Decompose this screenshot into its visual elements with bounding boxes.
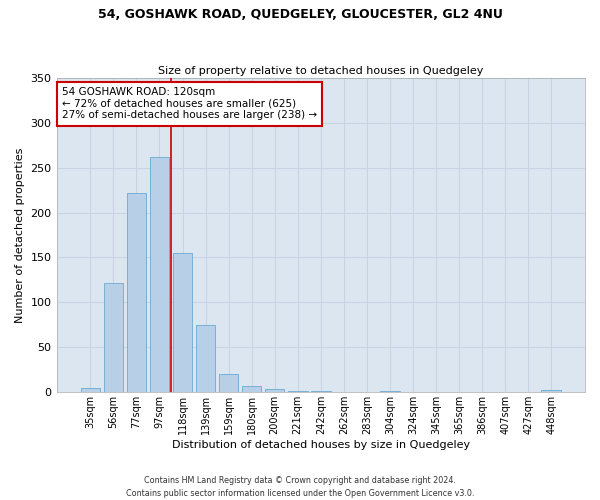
Bar [265,388,284,392]
Text: 54 GOSHAWK ROAD: 120sqm
← 72% of detached houses are smaller (625)
27% of semi-d: 54 GOSHAWK ROAD: 120sqm ← 72% of detache… [62,87,317,120]
Bar [541,390,561,392]
Y-axis label: Number of detached properties: Number of detached properties [15,148,25,322]
Bar [219,374,238,392]
Bar [173,253,193,392]
Bar [242,386,262,392]
Text: 54, GOSHAWK ROAD, QUEDGELEY, GLOUCESTER, GL2 4NU: 54, GOSHAWK ROAD, QUEDGELEY, GLOUCESTER,… [98,8,502,20]
Bar [127,192,146,392]
Text: Contains HM Land Registry data © Crown copyright and database right 2024.
Contai: Contains HM Land Registry data © Crown c… [126,476,474,498]
Bar [80,388,100,392]
Bar [196,325,215,392]
X-axis label: Distribution of detached houses by size in Quedgeley: Distribution of detached houses by size … [172,440,470,450]
Bar [104,282,123,393]
Bar [149,157,169,392]
Title: Size of property relative to detached houses in Quedgeley: Size of property relative to detached ho… [158,66,484,76]
